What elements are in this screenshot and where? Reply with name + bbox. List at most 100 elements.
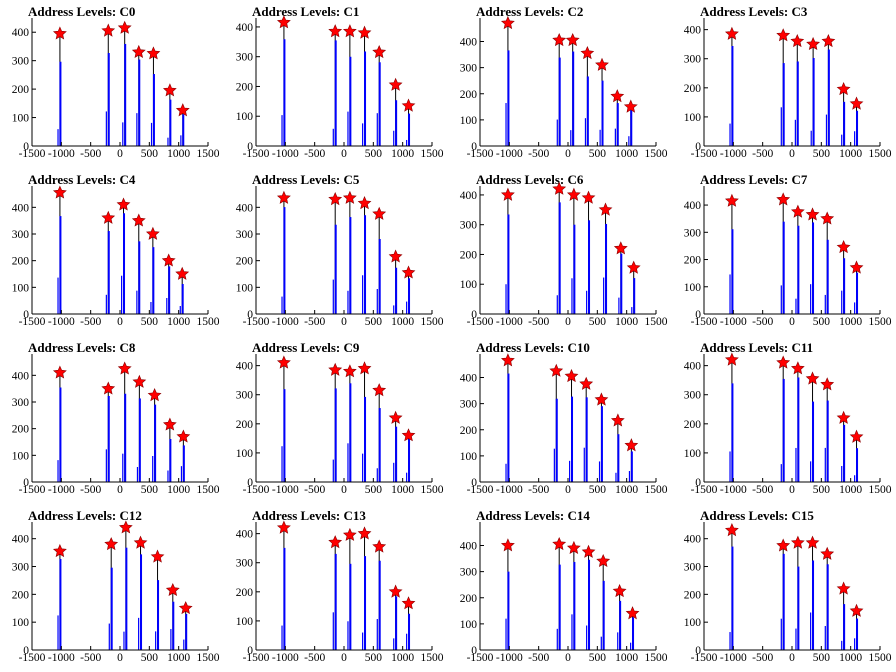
bar	[619, 600, 622, 650]
bar	[573, 561, 576, 650]
x-tick-label: 1000	[615, 484, 638, 496]
y-tick-label: 300	[460, 567, 478, 579]
x-tick-label: 500	[813, 316, 831, 328]
x-tick-label: -500	[752, 316, 773, 328]
x-tick-label: -500	[80, 484, 101, 496]
x-tick-label: 1500	[421, 652, 444, 664]
bar	[782, 63, 785, 146]
bar	[630, 642, 632, 650]
bar	[349, 383, 352, 482]
y-tick-label: 0	[695, 309, 701, 321]
bar	[138, 241, 141, 314]
peak-marker	[104, 537, 119, 551]
y-tick-label: 400	[684, 534, 702, 546]
x-tick-label: 0	[565, 484, 571, 496]
bar	[332, 128, 334, 146]
bar	[364, 396, 367, 482]
bar	[794, 119, 796, 146]
y-tick-label: 200	[684, 419, 702, 431]
bar	[281, 115, 283, 146]
peak-marker	[401, 98, 416, 112]
x-tick-label: 500	[141, 484, 159, 496]
bar	[729, 274, 731, 314]
bar	[841, 134, 843, 146]
x-tick-label: -1500	[691, 148, 718, 160]
bar	[281, 446, 283, 482]
y-tick-label: 100	[684, 282, 702, 294]
bar	[795, 628, 797, 650]
peak-marker	[626, 260, 641, 274]
bar	[505, 618, 507, 650]
y-tick-label: 100	[684, 448, 702, 460]
chart-panel: Address Levels: C0 0 100 200 300 400 -1500 -100…	[0, 0, 224, 168]
chart-panel: Address Levels: C6 0 100 200 300 400 -1500 -100…	[448, 168, 672, 336]
peak-marker	[388, 77, 403, 91]
x-tick-label: -1000	[496, 652, 523, 664]
y-tick-label: 300	[684, 54, 702, 66]
y-tick-label: 300	[12, 397, 30, 409]
x-tick-label: 1000	[615, 652, 638, 664]
peak-marker	[401, 265, 416, 279]
bar	[378, 560, 381, 650]
bar	[283, 207, 286, 314]
peak-marker	[500, 538, 515, 552]
bar	[824, 447, 826, 482]
y-tick-label: 200	[12, 589, 30, 601]
bar	[795, 447, 797, 482]
y-tick-label: 400	[12, 27, 30, 39]
x-tick-label: -500	[304, 316, 325, 328]
y-tick-label: 400	[236, 22, 254, 34]
bar	[395, 100, 398, 146]
bar	[797, 225, 800, 314]
peak-marker	[500, 15, 515, 30]
bar	[782, 553, 785, 650]
bar	[406, 633, 408, 650]
y-tick-label: 400	[12, 202, 30, 214]
y-tick-label: 300	[12, 562, 30, 574]
bar	[841, 640, 843, 650]
bar	[152, 456, 154, 482]
peak-marker	[162, 83, 177, 97]
peak-marker	[52, 365, 67, 379]
bar	[571, 278, 573, 314]
y-tick-label: 300	[236, 229, 254, 241]
peak-marker	[805, 371, 820, 385]
bar	[154, 404, 157, 482]
chart-title: Address Levels: C13	[252, 508, 366, 523]
peak-marker	[101, 381, 116, 395]
bar	[854, 131, 856, 146]
x-tick-label: -500	[528, 484, 549, 496]
bar	[168, 266, 171, 314]
bar	[584, 118, 587, 146]
bar	[334, 40, 337, 146]
x-tick-label: -1000	[272, 316, 299, 328]
bar	[812, 401, 815, 482]
peak-marker	[500, 353, 515, 367]
peak-marker	[724, 352, 739, 366]
bar	[843, 101, 846, 146]
peak-marker	[849, 429, 864, 443]
bar	[138, 59, 141, 146]
y-tick-label: 100	[12, 113, 30, 125]
peak-marker	[52, 543, 67, 558]
bar	[617, 632, 619, 650]
bar	[571, 396, 574, 482]
bar	[556, 119, 558, 146]
peak-marker	[849, 260, 864, 274]
chart-title: Address Levels: C12	[28, 508, 142, 523]
bar	[617, 434, 620, 482]
x-tick-label: -1000	[48, 316, 75, 328]
y-tick-label: 200	[236, 587, 254, 599]
bar	[556, 628, 558, 650]
peak-marker	[724, 523, 739, 537]
bar	[826, 564, 829, 650]
peak-marker	[776, 355, 791, 369]
bar	[780, 107, 782, 146]
peak-marker	[176, 429, 191, 443]
x-tick-label: -1500	[19, 316, 46, 328]
peak-marker	[372, 539, 387, 553]
bar	[123, 631, 125, 650]
peak-marker	[117, 361, 132, 375]
x-tick-label: 0	[117, 484, 123, 496]
x-tick-label: 1000	[391, 148, 414, 160]
